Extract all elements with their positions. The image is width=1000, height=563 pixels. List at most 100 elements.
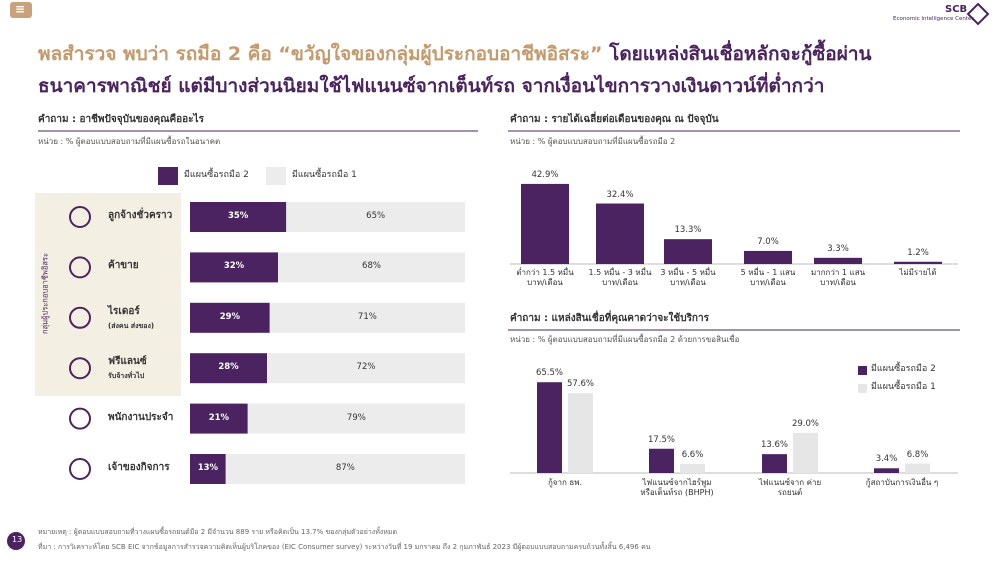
bar-segment	[190, 403, 248, 434]
value-label: 7.0%	[757, 236, 779, 247]
category-icon	[69, 256, 91, 279]
x-tick-label: มากกว่า 1 แสน บาท/เดือน	[810, 268, 866, 287]
bar	[521, 183, 569, 264]
bar	[814, 257, 862, 264]
category-icon	[69, 407, 91, 430]
logo-mark	[966, 2, 990, 26]
value-label: 13.6%	[760, 440, 788, 451]
footnote: หมายเหตุ : ผู้ตอบแบบสอบถามที่วางแผนซื้อร…	[38, 528, 397, 536]
bar	[744, 250, 792, 264]
bar	[596, 203, 644, 264]
chart-title: คำถาม : อาชีพปัจจุบันของคุณคืออะไร	[38, 114, 204, 125]
category-icon	[69, 206, 91, 228]
bar	[762, 454, 787, 473]
value-label: 3.3%	[827, 243, 849, 254]
bar	[874, 468, 899, 473]
legend-swatch	[858, 366, 867, 375]
category-label: ลูกจ้างชั่วคราว	[108, 210, 173, 221]
legend-swatch	[158, 167, 178, 185]
bar-segment	[286, 202, 465, 232]
value-label: 29%	[219, 311, 241, 322]
chart-subtitle: หน่วย : % ผู้ตอบแบบสอบถามที่มีแผนซื้อรถม…	[510, 335, 740, 344]
value-label: 1.2%	[907, 247, 929, 258]
x-tick-label: กู้สถาบันการเงินอื่น ๆ	[865, 478, 939, 487]
bar-segment	[190, 353, 267, 384]
category-label: ไรเดอร์	[108, 305, 140, 317]
value-label: 29.0%	[791, 418, 819, 429]
legend-label: มีแผนซื้อรถมือ 1	[871, 382, 936, 392]
value-label: 32%	[223, 261, 245, 272]
legend-label: มีแผนซื้อรถมือ 2	[871, 364, 936, 374]
category-label: ค้าขาย	[108, 260, 139, 272]
bar-segment	[190, 302, 270, 333]
bar-segment	[247, 403, 465, 434]
group-panel	[35, 193, 181, 396]
bar	[793, 432, 818, 473]
x-tick-label: ไฟแนนซ์จาก ค่ายรถยนต์	[758, 478, 822, 497]
bar	[905, 463, 930, 473]
value-label: 68%	[362, 261, 381, 272]
bar-segment	[269, 302, 465, 333]
value-label: 35%	[227, 211, 249, 221]
legend-swatch	[266, 167, 286, 185]
bar	[649, 448, 674, 473]
bar	[664, 239, 712, 264]
page-number: 13	[12, 535, 23, 544]
value-label: 65.5%	[535, 368, 563, 379]
chart-subtitle: หน่วย : % ผู้ตอบแบบสอบถามที่มีแผนซื้อรถใ…	[38, 137, 221, 146]
page-badge	[7, 532, 25, 550]
logo: SCB	[945, 4, 968, 15]
value-label: 6.6%	[681, 449, 704, 460]
title-part: พลสำรวจ พบว่า รถมือ 2 คือ “ขวัญใจของกลุ่…	[38, 43, 603, 65]
category-icon	[69, 306, 91, 329]
category-detail: (ส่งคน ส่งของ)	[108, 321, 155, 330]
value-label: 71%	[357, 311, 377, 322]
value-label: 21%	[208, 412, 230, 423]
x-tick-label: ไฟแนนซ์จากไฮร์พูม หรือเต็นท์รถ (BHPH)	[640, 478, 714, 497]
menu-icon[interactable]: ≡	[15, 2, 26, 16]
x-tick-label: 3 หมื่น - 5 หมื่น บาท/เดือน	[660, 268, 716, 287]
bar	[680, 463, 705, 473]
value-label: 3.4%	[875, 454, 898, 465]
x-tick-label: ต่ำกว่า 1.5 หมื่น บาท/เดือน	[516, 268, 574, 287]
category-icon	[69, 357, 91, 380]
title-part: ธนาคารพาณิชย์ แต่มีบางส่วนนิยมใช้ไฟแนนซ์…	[38, 75, 825, 97]
legend-label: มีแผนซื้อรถมือ 2	[184, 170, 249, 180]
value-label: 13.3%	[674, 225, 702, 236]
value-label: 28%	[218, 362, 239, 373]
chart-subtitle: หน่วย : % ผู้ตอบแบบสอบถามที่มีแผนซื้อรถม…	[510, 137, 676, 146]
value-label: 13%	[197, 463, 219, 473]
value-label: 65%	[366, 211, 386, 221]
value-label: 32.4%	[606, 189, 634, 200]
value-label: 87%	[335, 463, 355, 473]
x-tick-label: ไม่มีรายได้	[899, 268, 937, 277]
category-detail: รับจ้างทั่วไป	[108, 372, 145, 381]
value-label: 17.5%	[647, 434, 675, 445]
category-label: พนักงานประจำ	[108, 411, 174, 423]
chart-title: คำถาม : แหล่งสินเชื่อที่คุณคาดว่าจะใช้บร…	[510, 313, 709, 324]
bar	[894, 261, 942, 264]
legend-label: มีแผนซื้อรถมือ 1	[292, 170, 357, 180]
category-icon	[69, 458, 91, 480]
value-label: 6.8%	[906, 449, 929, 460]
category-label: เจ้าของกิจการ	[108, 462, 170, 473]
bar	[537, 382, 562, 473]
menu-button[interactable]	[10, 2, 32, 18]
legend-swatch	[858, 384, 867, 393]
bar-segment	[278, 252, 465, 283]
bar-segment	[190, 202, 287, 232]
bar-segment	[190, 252, 278, 283]
category-label: ฟรีแลนซ์	[108, 356, 147, 368]
bar	[568, 393, 593, 473]
bar-segment	[190, 454, 226, 484]
x-tick-label: 1.5 หมื่น - 3 หมื่น บาท/เดือน	[588, 268, 652, 287]
bar-segment	[267, 353, 465, 384]
x-tick-label: 5 หมื่น - 1 แสน บาท/เดือน	[740, 268, 796, 287]
value-label: 72%	[356, 362, 376, 373]
bar-segment	[225, 454, 465, 484]
slide-title: พลสำรวจ พบว่า รถมือ 2 คือ “ขวัญใจของกลุ่…	[38, 38, 968, 102]
value-label: 79%	[346, 412, 366, 423]
x-tick-label: กู้จาก ธพ.	[547, 478, 583, 487]
title-part: โดยแหล่งสินเชื่อหลักจะกู้ซื้อผ่าน	[609, 43, 872, 65]
